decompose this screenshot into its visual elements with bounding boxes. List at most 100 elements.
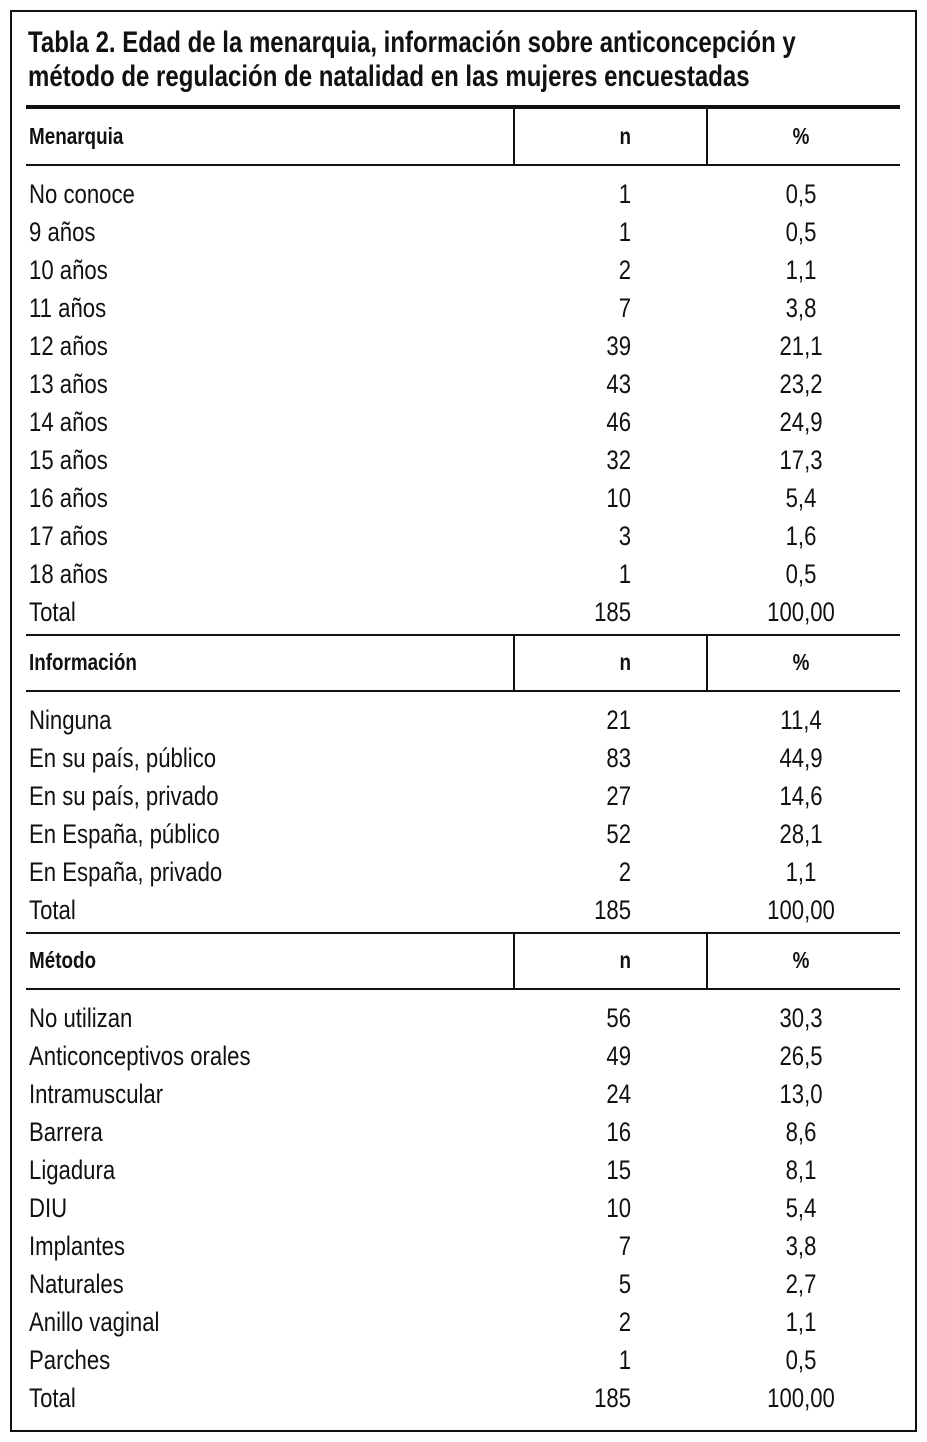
- cell: 2: [618, 1306, 631, 1337]
- cell: 21: [606, 704, 631, 735]
- cell: 100,00: [767, 596, 835, 627]
- cell: Total: [29, 1382, 76, 1413]
- column-header: n: [619, 946, 631, 973]
- cell: 100,00: [767, 1382, 835, 1413]
- cell: Anticonceptivos orales: [29, 1040, 251, 1071]
- cell: 7: [618, 292, 631, 323]
- rule: [26, 932, 900, 934]
- cell: En su país, público: [29, 742, 217, 773]
- cell: 23,2: [779, 368, 823, 399]
- cell: 8,1: [785, 1154, 817, 1185]
- cell: 11 años: [29, 292, 107, 323]
- cell: 0,5: [785, 216, 817, 247]
- cell: 15 años: [29, 444, 108, 475]
- cell: 83: [606, 742, 631, 773]
- rule: [26, 690, 900, 692]
- cell: En su país, privado: [29, 780, 219, 811]
- column-header: %: [792, 648, 810, 675]
- cell: 24: [606, 1078, 631, 1109]
- cell: 32: [606, 444, 631, 475]
- cell: 18 años: [29, 558, 108, 589]
- column-header: Menarquia: [29, 122, 124, 149]
- cell: 3,8: [785, 1230, 817, 1261]
- cell: 1,1: [785, 1306, 817, 1337]
- column-rule: [513, 634, 515, 692]
- cell: 21,1: [779, 330, 823, 361]
- column-rule: [706, 634, 708, 692]
- cell: 26,5: [779, 1040, 823, 1071]
- cell: 28,1: [779, 818, 823, 849]
- cell: 2,7: [785, 1268, 817, 1299]
- cell: 46: [606, 406, 631, 437]
- cell: 10: [606, 482, 631, 513]
- cell: 56: [606, 1002, 631, 1033]
- cell: No conoce: [29, 178, 135, 209]
- cell: 17 años: [29, 520, 108, 551]
- cell: 5: [618, 1268, 631, 1299]
- cell: Ninguna: [29, 704, 112, 735]
- cell: En España, público: [29, 818, 220, 849]
- cell: 12 años: [29, 330, 108, 361]
- cell: Total: [29, 894, 76, 925]
- title: método de regulación de natalidad en las…: [28, 60, 750, 93]
- cell: 39: [606, 330, 631, 361]
- cell: 44,9: [779, 742, 823, 773]
- cell: 1: [618, 1344, 631, 1375]
- cell: 14 años: [29, 406, 108, 437]
- column-rule: [706, 108, 708, 166]
- table-border: [10, 10, 917, 1432]
- cell: 16 años: [29, 482, 108, 513]
- cell: 15: [606, 1154, 631, 1185]
- cell: 10 años: [29, 254, 108, 285]
- cell: 7: [618, 1230, 631, 1261]
- cell: 0,5: [785, 558, 817, 589]
- cell: 30,3: [779, 1002, 823, 1033]
- column-header: n: [619, 648, 631, 675]
- cell: 2: [618, 254, 631, 285]
- column-header: Información: [29, 648, 137, 675]
- rule: [26, 988, 900, 990]
- column-rule: [706, 932, 708, 990]
- cell: Total: [29, 596, 76, 627]
- cell: 9 años: [29, 216, 96, 247]
- cell: Ligadura: [29, 1154, 116, 1185]
- cell: DIU: [29, 1192, 68, 1223]
- cell: Anillo vaginal: [29, 1306, 160, 1337]
- column-header: %: [792, 122, 810, 149]
- cell: 1,1: [785, 856, 817, 887]
- cell: Parches: [29, 1344, 111, 1375]
- cell: 13,0: [779, 1078, 823, 1109]
- cell: 52: [606, 818, 631, 849]
- cell: No utilizan: [29, 1002, 133, 1033]
- cell: 185: [594, 1382, 631, 1413]
- column-header: %: [792, 946, 810, 973]
- column-header: Método: [29, 946, 97, 973]
- cell: 1,6: [785, 520, 817, 551]
- cell: 8,6: [785, 1116, 817, 1147]
- cell: 0,5: [785, 1344, 817, 1375]
- cell: 43: [606, 368, 631, 399]
- column-rule: [513, 932, 515, 990]
- cell: 1: [618, 558, 631, 589]
- cell: 14,6: [779, 780, 823, 811]
- cell: 3,8: [785, 292, 817, 323]
- cell: 2: [618, 856, 631, 887]
- cell: 10: [606, 1192, 631, 1223]
- cell: 185: [594, 596, 631, 627]
- rule: [26, 164, 900, 166]
- cell: 1,1: [785, 254, 817, 285]
- cell: 5,4: [785, 1192, 817, 1223]
- cell: Implantes: [29, 1230, 125, 1261]
- cell: Barrera: [29, 1116, 103, 1147]
- rule: [26, 105, 900, 109]
- cell: 100,00: [767, 894, 835, 925]
- cell: 49: [606, 1040, 631, 1071]
- cell: 27: [606, 780, 631, 811]
- cell: En España, privado: [29, 856, 223, 887]
- cell: Naturales: [29, 1268, 124, 1299]
- cell: 1: [618, 178, 631, 209]
- cell: 11,4: [780, 704, 822, 735]
- title: Tabla 2. Edad de la menarquia, informaci…: [28, 26, 796, 59]
- cell: 24,9: [779, 406, 823, 437]
